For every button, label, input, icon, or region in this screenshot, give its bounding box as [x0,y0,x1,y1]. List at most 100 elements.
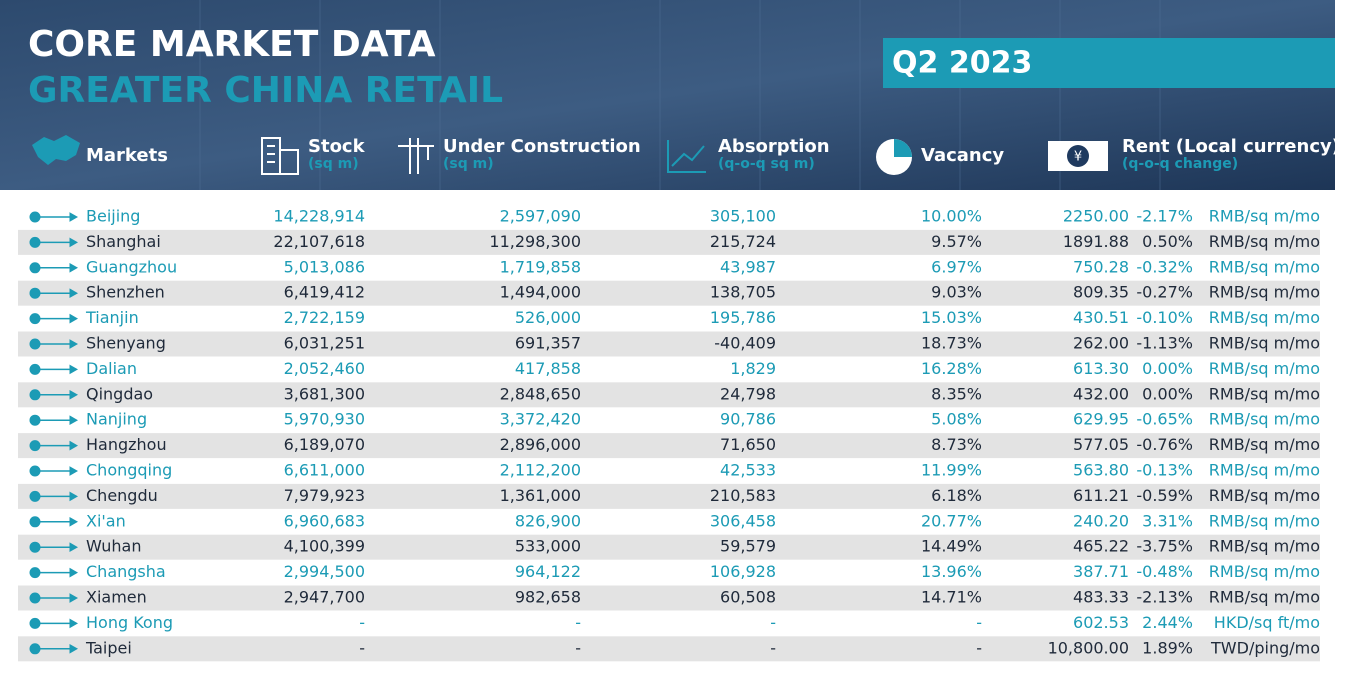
cell: - [976,638,982,657]
row-bg [18,433,1320,459]
cell: 210,583 [710,486,776,505]
column-unit: (q-o-q sq m) [718,156,815,172]
row-arrow [29,440,79,452]
row-arrow [29,313,79,325]
cell: 691,357 [515,334,581,353]
cell: 9.57% [931,232,982,251]
cell: 2250.00 [1063,207,1129,226]
cell: - [976,613,982,632]
cell: - [575,613,581,632]
cell: 1,719,858 [500,257,581,276]
market-name: Chongqing [86,461,172,480]
row-arrow [29,211,79,223]
cell: 826,900 [515,511,581,530]
china-icon [32,135,80,165]
absorption-icon [667,140,706,173]
cell: 2,896,000 [500,435,581,454]
cell: 42,533 [720,461,776,480]
cell: 2,112,200 [500,461,581,480]
column-label: Vacancy [921,145,1004,166]
row-bg [18,229,1320,255]
market-name: Hong Kong [86,613,173,632]
cell: 2.44% [1142,613,1193,632]
cell: 3,681,300 [284,384,365,403]
arrow-head [69,618,79,629]
cell: 982,658 [515,588,581,607]
cell: - [359,638,365,657]
column-label: Markets [86,145,168,166]
row-arrow [29,236,79,248]
cell: 24,798 [720,384,776,403]
market-name: Beijing [86,207,140,226]
cell: 483.33 [1073,588,1129,607]
cell: 0.00% [1142,359,1193,378]
period-badge [883,38,1335,88]
market-name: Dalian [86,359,137,378]
cell: -1.13% [1136,334,1193,353]
market-name: Qingdao [86,384,153,403]
cell: 3.31% [1142,511,1193,530]
column-label: Rent (Local currency) [1122,136,1340,157]
cell: RMB/sq m/mo [1209,232,1320,251]
cell: -0.13% [1136,461,1193,480]
arrow-head [69,212,79,222]
cell: 6.18% [931,486,982,505]
cell: 1,494,000 [500,283,581,302]
cell: 6,960,683 [284,511,365,530]
arrow-head [69,567,79,578]
cell: 432.00 [1073,384,1129,403]
row-arrow [29,389,79,401]
cell: 6,611,000 [284,461,365,480]
arrow-head [69,288,79,299]
market-name: Xiamen [86,588,147,607]
row-arrow [29,541,79,553]
arrow-head [69,440,79,451]
cell: 533,000 [515,537,581,556]
cell: RMB/sq m/mo [1209,461,1320,480]
cell: RMB/sq m/mo [1209,537,1320,556]
stock-icon [261,137,299,175]
cell: 2,947,700 [284,588,365,607]
cell: 809.35 [1073,283,1129,302]
cell: RMB/sq m/mo [1209,410,1320,429]
cell: 11.99% [921,461,982,480]
arrow-head [69,466,79,476]
cell: 2,722,159 [284,308,365,327]
arrow-head [69,313,79,324]
rent-icon: ¥ [1048,141,1108,171]
cell: 602.53 [1073,613,1129,632]
cell: 15.03% [921,308,982,327]
cell: 13.96% [921,562,982,581]
cell: RMB/sq m/mo [1209,384,1320,403]
cell: -0.59% [1136,486,1193,505]
cell: 9.03% [931,283,982,302]
cell: 7,979,923 [284,486,365,505]
cell: 60,508 [720,588,776,607]
cell: 10.00% [921,207,982,226]
cell: 90,786 [720,410,776,429]
market-name: Tianjin [85,308,139,327]
cell: 5.08% [931,410,982,429]
cell: 22,107,618 [273,232,365,251]
row-arrow [29,287,79,299]
market-name: Nanjing [86,410,147,429]
row-arrow [29,617,79,629]
cell: RMB/sq m/mo [1209,207,1320,226]
row-bg [18,585,1320,611]
row-arrow [29,567,79,579]
cell: - [359,613,365,632]
cell: 0.50% [1142,232,1193,251]
cell: -2.13% [1136,588,1193,607]
market-name: Chengdu [86,486,158,505]
row-arrow [29,643,79,655]
cell: TWD/ping/mo [1210,638,1320,657]
cell: 14.71% [921,588,982,607]
cell: 1891.88 [1063,232,1129,251]
cell: RMB/sq m/mo [1209,359,1320,378]
cell: -0.27% [1136,283,1193,302]
cell: 6.97% [931,257,982,276]
market-name: Wuhan [86,537,141,556]
arrow-head [69,389,79,400]
cell: 1,361,000 [500,486,581,505]
